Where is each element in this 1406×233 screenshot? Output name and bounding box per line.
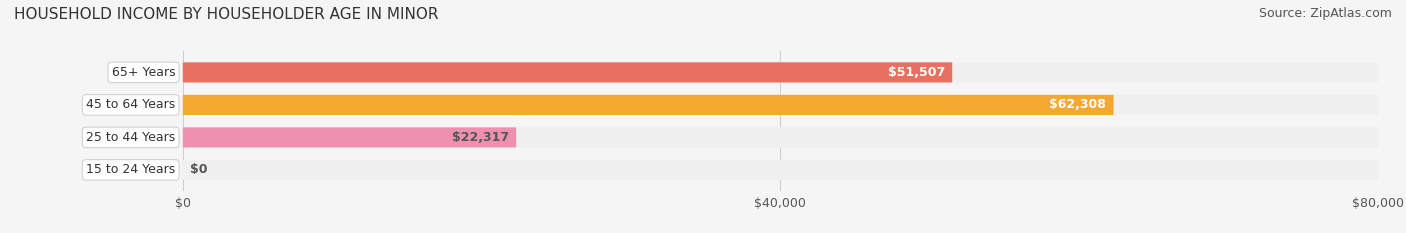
Text: Source: ZipAtlas.com: Source: ZipAtlas.com xyxy=(1258,7,1392,20)
FancyBboxPatch shape xyxy=(183,95,1114,115)
Text: $0: $0 xyxy=(190,163,208,176)
FancyBboxPatch shape xyxy=(183,62,952,82)
Text: 45 to 64 Years: 45 to 64 Years xyxy=(86,98,176,111)
FancyBboxPatch shape xyxy=(183,95,1378,115)
Text: HOUSEHOLD INCOME BY HOUSEHOLDER AGE IN MINOR: HOUSEHOLD INCOME BY HOUSEHOLDER AGE IN M… xyxy=(14,7,439,22)
FancyBboxPatch shape xyxy=(183,62,1378,82)
Text: 25 to 44 Years: 25 to 44 Years xyxy=(86,131,176,144)
Text: $22,317: $22,317 xyxy=(451,131,509,144)
FancyBboxPatch shape xyxy=(183,160,1378,180)
Text: 15 to 24 Years: 15 to 24 Years xyxy=(86,163,176,176)
FancyBboxPatch shape xyxy=(183,127,1378,147)
Text: $51,507: $51,507 xyxy=(887,66,945,79)
FancyBboxPatch shape xyxy=(183,127,516,147)
Text: 65+ Years: 65+ Years xyxy=(111,66,176,79)
Text: $62,308: $62,308 xyxy=(1049,98,1107,111)
